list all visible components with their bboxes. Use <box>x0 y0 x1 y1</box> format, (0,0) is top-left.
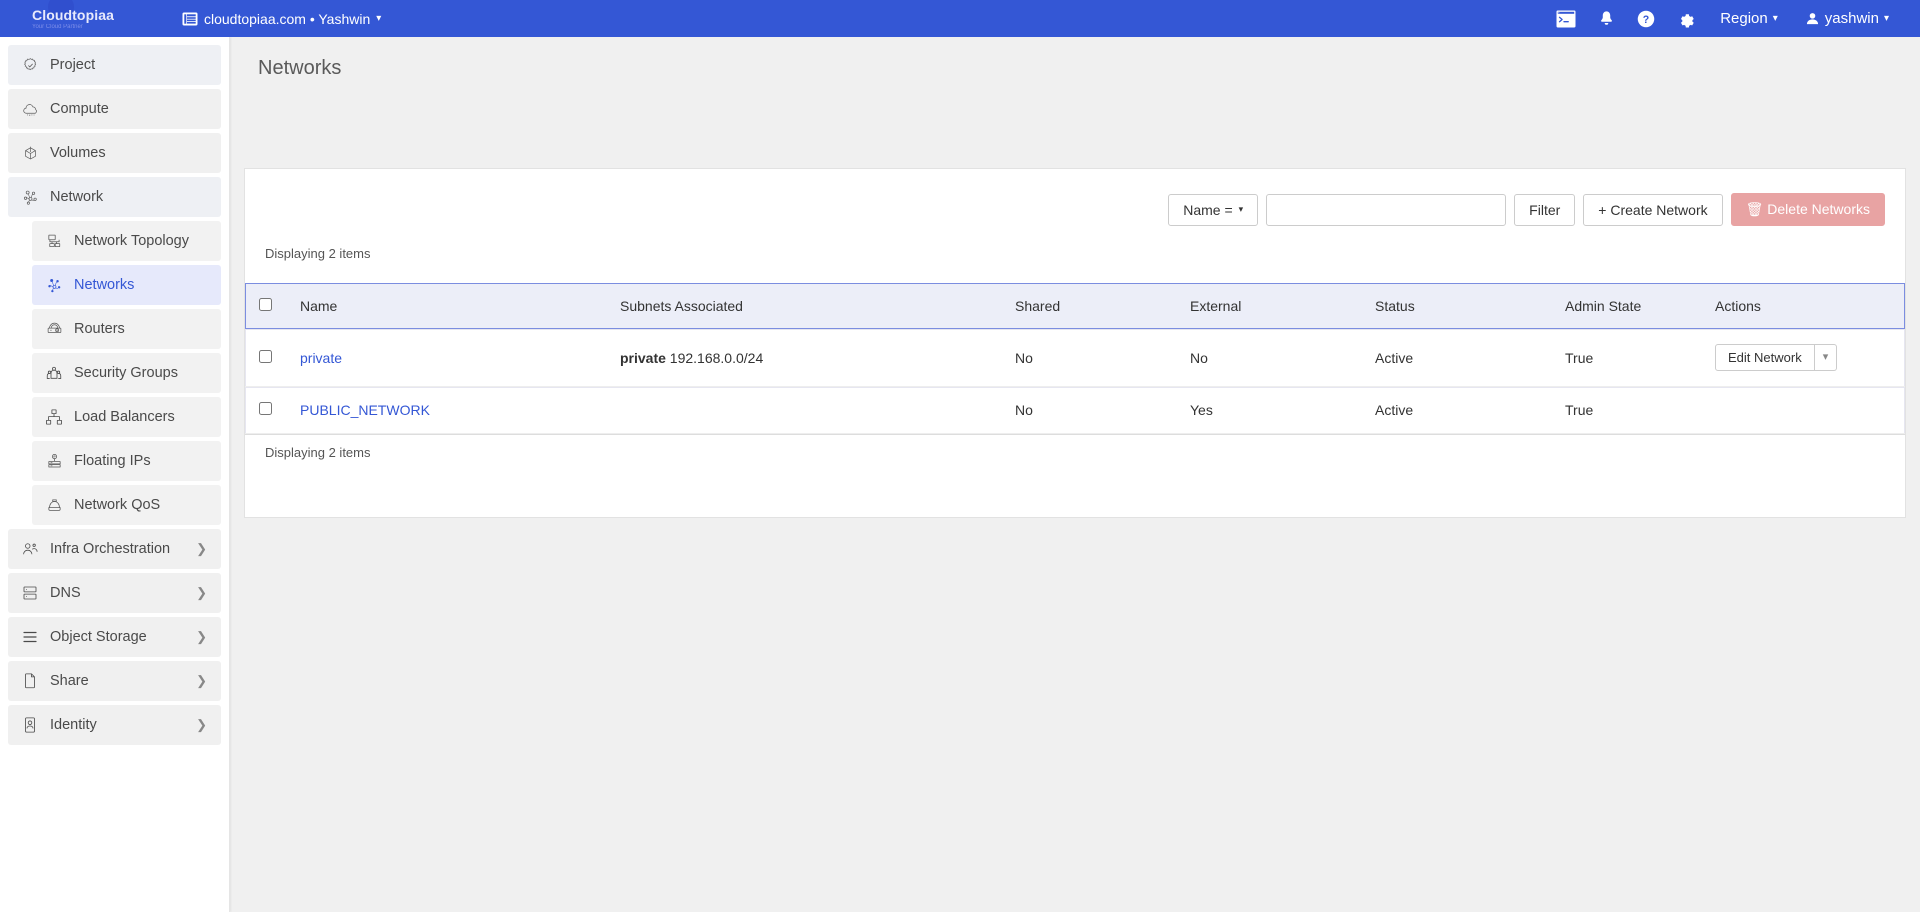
svg-text:IP: IP <box>53 454 56 458</box>
svg-text:?: ? <box>1643 14 1649 26</box>
